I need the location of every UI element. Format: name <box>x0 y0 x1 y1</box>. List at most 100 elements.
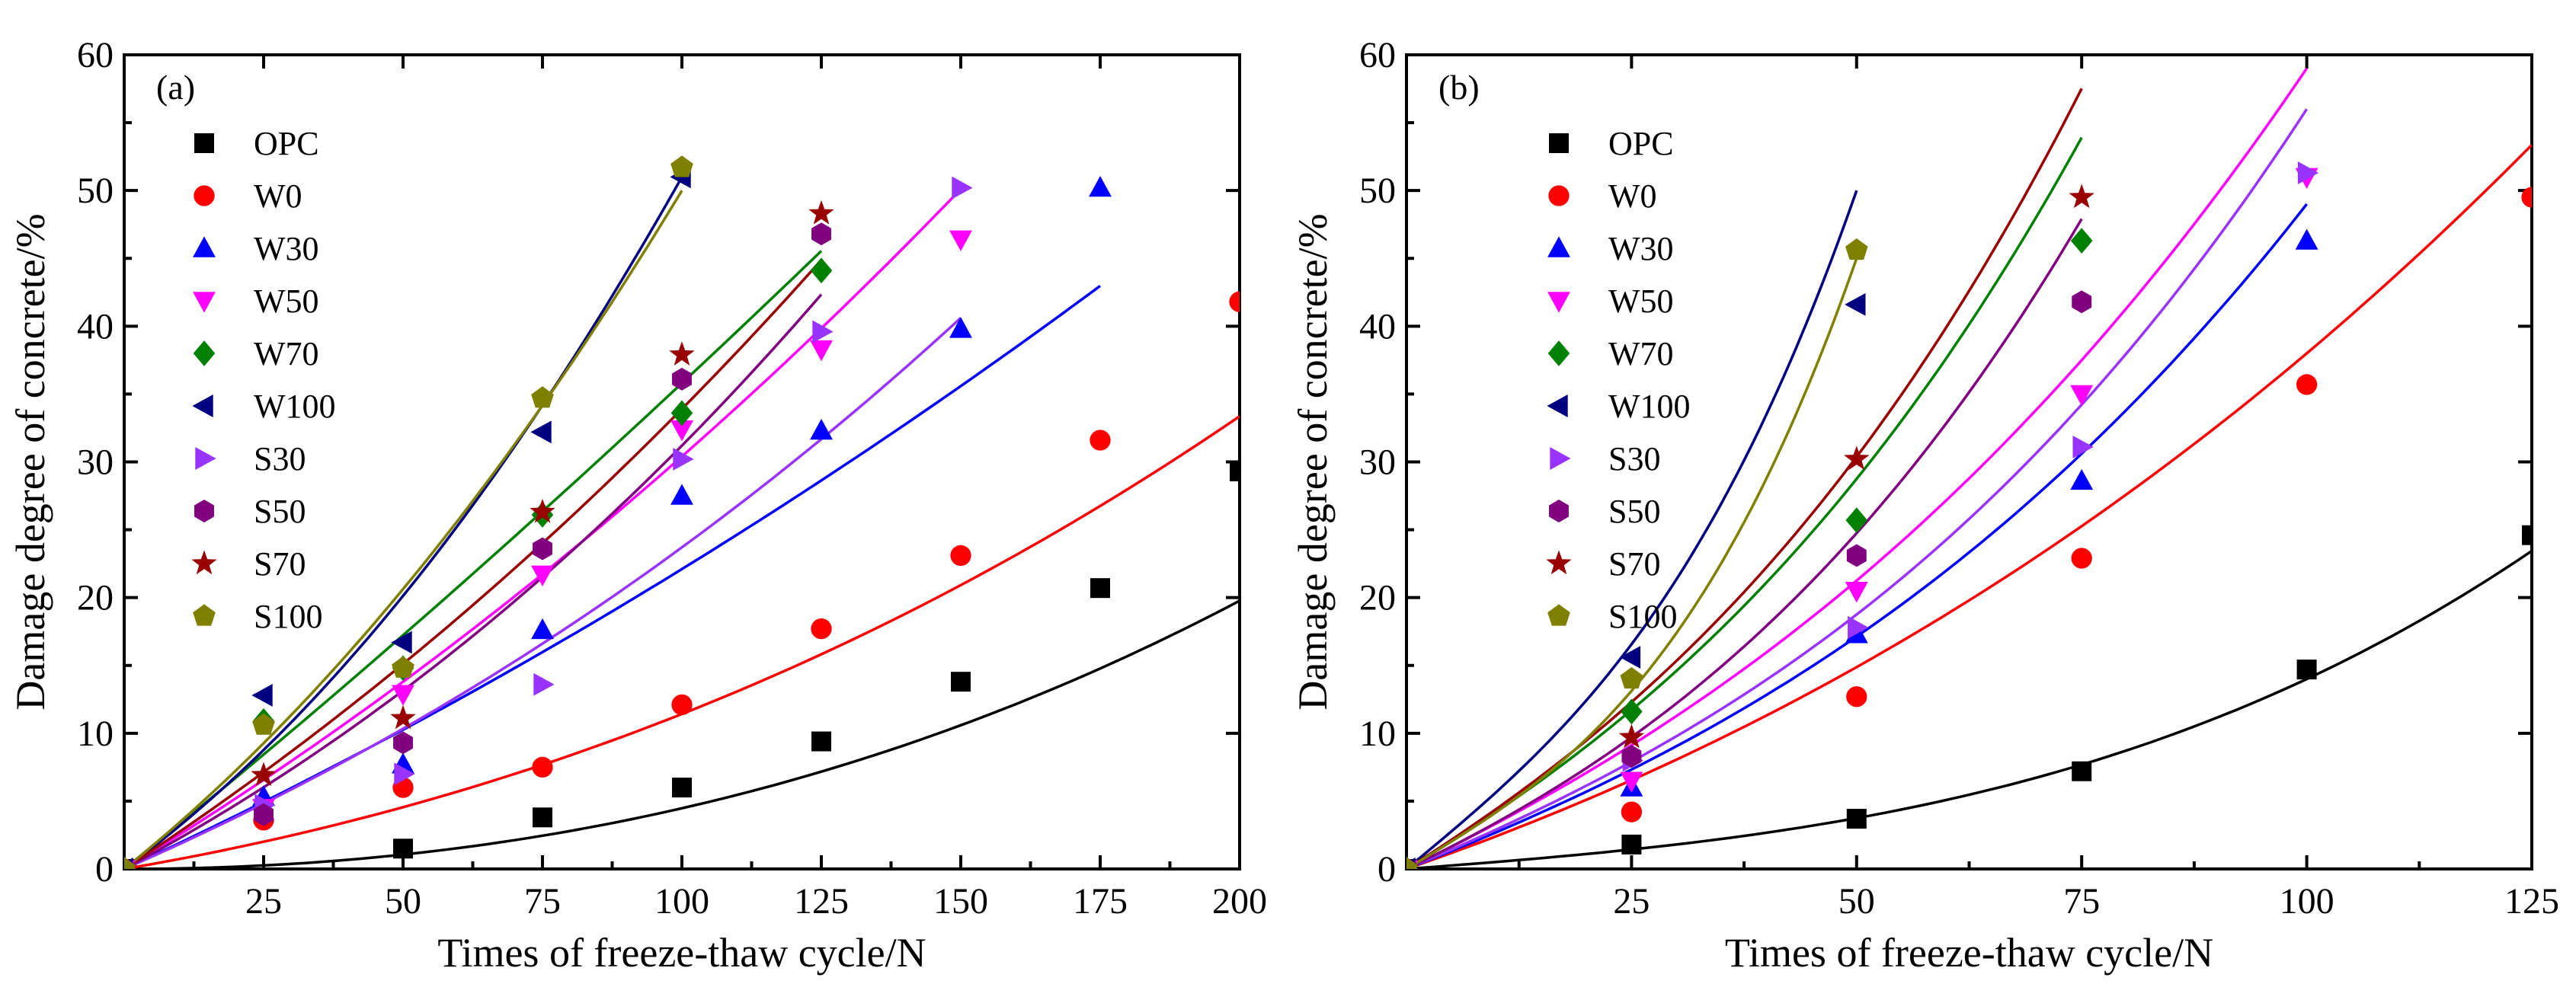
y-tick-label: 20 <box>77 578 114 618</box>
y-tick-label: 50 <box>1359 171 1396 211</box>
data-point-s30 <box>2297 161 2319 184</box>
legend-marker-w70 <box>193 340 216 366</box>
legend-label-s100: S100 <box>1608 598 1677 635</box>
data-point-opc <box>2522 525 2532 545</box>
data-point-w50 <box>670 420 693 442</box>
data-point-w0 <box>811 618 832 640</box>
data-point-w50 <box>392 685 414 706</box>
x-tick-label: 25 <box>1613 881 1650 922</box>
data-point-s100 <box>531 386 554 408</box>
x-tick-label: 100 <box>654 881 709 922</box>
fit-line-s100 <box>124 190 683 869</box>
data-point-s30 <box>2072 435 2094 458</box>
legend-label-w50: W50 <box>1608 283 1674 320</box>
data-point-w70 <box>2070 228 2093 254</box>
x-tick-label: 75 <box>524 881 561 922</box>
data-point-s100 <box>1845 238 1868 260</box>
data-point-w50 <box>810 340 833 362</box>
legend-marker-s70 <box>1546 550 1572 575</box>
legend-marker-s30 <box>1550 447 1571 470</box>
fit-line-w100 <box>1406 190 1858 869</box>
data-point-s30 <box>533 672 555 696</box>
legend-marker-s50 <box>1549 500 1569 522</box>
data-point-opc <box>1621 834 1642 854</box>
data-point-opc <box>393 838 413 859</box>
data-point-w0 <box>2071 548 2092 569</box>
legend-marker-s100 <box>1547 604 1570 626</box>
data-point-s50 <box>811 222 831 246</box>
panel-label: (b) <box>1438 68 1480 107</box>
data-point-w30 <box>531 618 554 640</box>
legend-marker-w0 <box>1548 185 1570 206</box>
legend-label-s30: S30 <box>254 440 306 478</box>
data-point-w30 <box>949 317 972 338</box>
fit-line-s70 <box>1406 88 2083 869</box>
y-tick-label: 10 <box>77 714 114 754</box>
x-tick-label: 75 <box>2063 881 2100 922</box>
y-tick-label: 40 <box>77 306 114 347</box>
data-point-s70 <box>808 200 834 225</box>
plot-area <box>124 155 1240 869</box>
x-tick-label: 150 <box>933 881 988 922</box>
data-point-s30 <box>812 320 834 343</box>
data-point-s50 <box>1621 745 1642 768</box>
data-point-w50 <box>531 565 554 586</box>
legend-marker-w70 <box>1547 340 1570 366</box>
legend-marker-s50 <box>194 500 214 522</box>
y-tick-label: 10 <box>1359 714 1396 754</box>
data-point-s30 <box>1848 615 1869 639</box>
data-point-w100 <box>1845 292 1866 316</box>
data-point-w100 <box>530 420 552 444</box>
legend-marker-w100 <box>192 394 213 417</box>
data-point-s50 <box>533 537 552 561</box>
legend-marker-w50 <box>1547 292 1570 313</box>
y-tick-label: 0 <box>95 849 114 890</box>
data-point-w70 <box>810 257 833 284</box>
x-tick-label: 50 <box>385 881 421 922</box>
data-point-w0 <box>2521 187 2532 208</box>
data-point-w30 <box>810 418 833 440</box>
data-point-opc <box>2072 761 2092 781</box>
y-tick-label: 50 <box>77 171 114 211</box>
data-point-s100 <box>1406 857 1418 869</box>
data-point-w70 <box>670 400 693 426</box>
data-point-w0 <box>1846 686 1867 708</box>
data-point-w50 <box>1620 771 1643 793</box>
y-tick-label: 20 <box>1359 578 1396 618</box>
legend-label-w30: W30 <box>1608 230 1674 267</box>
y-tick-label: 30 <box>77 442 114 483</box>
legend-label-w100: W100 <box>254 388 336 425</box>
y-tick-label: 0 <box>1378 849 1396 890</box>
fit-line-w50 <box>1406 67 2309 869</box>
data-point-w50 <box>949 230 972 251</box>
data-point-w0 <box>2296 374 2318 395</box>
y-axis-label: Damage degree of concrete/% <box>1290 213 1336 710</box>
x-tick-label: 25 <box>245 881 282 922</box>
x-tick-label: 200 <box>1212 881 1267 922</box>
legend-label-s70: S70 <box>254 545 306 583</box>
fit-line-w0 <box>1406 144 2532 869</box>
legend-marker-w30 <box>1547 236 1570 257</box>
data-point-s50 <box>1846 544 1867 567</box>
legend-marker-opc <box>1549 133 1569 153</box>
legend-label-s70: S70 <box>1608 545 1660 583</box>
data-point-s70 <box>669 341 695 366</box>
data-point-s70 <box>1844 446 1870 471</box>
chart-panel-a: 0 10 20 30 40 50 60 25 50 75 100 125 150 175 200 Times … <box>8 35 1267 976</box>
y-tick-label: 40 <box>1359 306 1396 347</box>
fit-line-s30 <box>1406 108 2309 869</box>
data-point-w100 <box>391 631 412 654</box>
data-point-w70 <box>1845 507 1868 534</box>
legend-marker-w30 <box>193 236 216 257</box>
legend: OPC W0 W30 W50 W70 W100 S30 S50 S70 S100 <box>1546 125 1691 635</box>
data-point-s70 <box>251 762 277 787</box>
y-tick-label: 60 <box>77 35 114 75</box>
data-point-s30 <box>952 176 973 200</box>
fit-line-opc <box>124 599 1240 869</box>
legend-label-s30: S30 <box>1608 440 1660 478</box>
legend-label-opc: OPC <box>254 125 319 162</box>
data-point-w30 <box>2295 228 2318 250</box>
legend-label-w0: W0 <box>1608 177 1657 215</box>
fit-line-s50 <box>1406 218 2083 869</box>
legend-label-s50: S50 <box>1608 493 1660 530</box>
